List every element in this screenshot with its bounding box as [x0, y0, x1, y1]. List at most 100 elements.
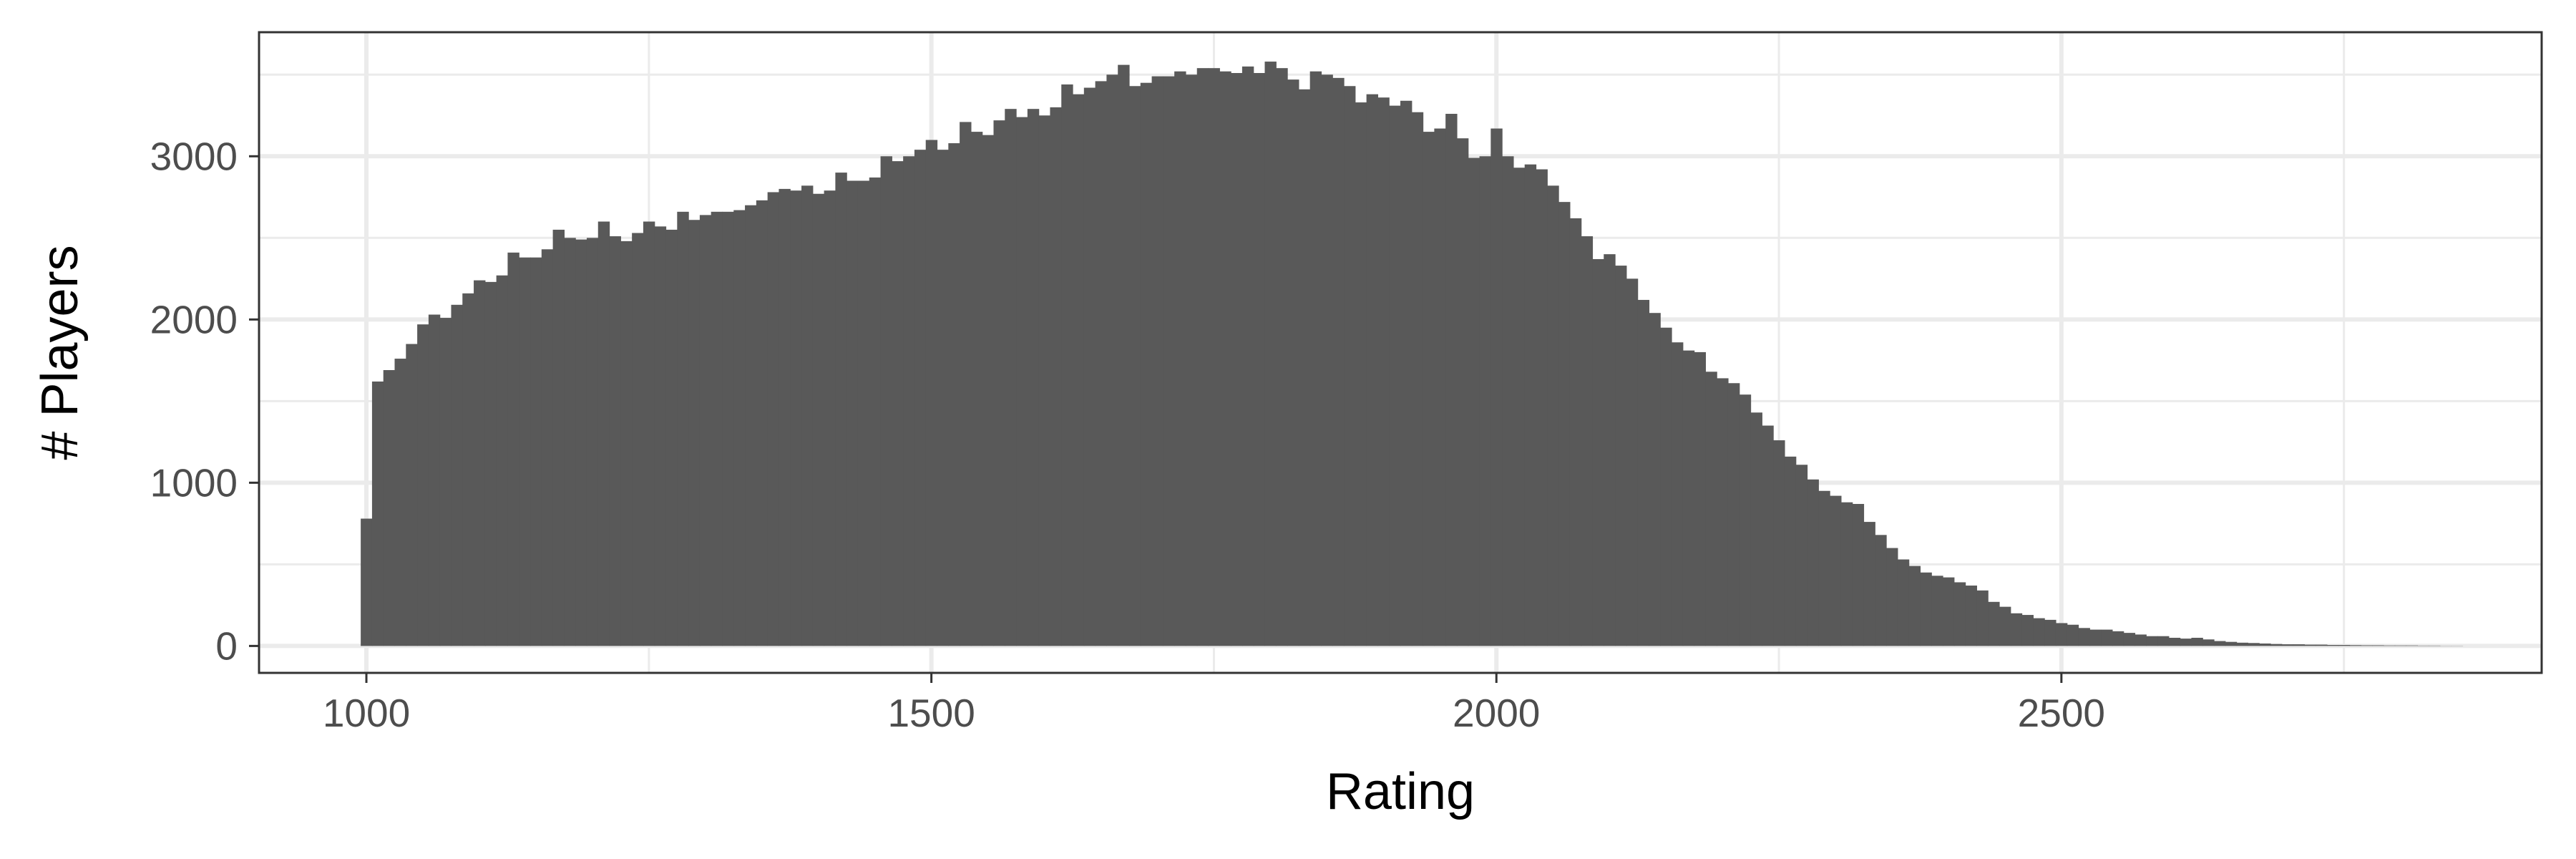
histogram-bar: [2135, 634, 2147, 646]
histogram-bar: [1050, 107, 1062, 646]
histogram-bar: [2316, 644, 2328, 646]
histogram-bar: [914, 150, 927, 646]
histogram-bar: [1558, 202, 1571, 646]
histogram-bar: [1886, 548, 1898, 646]
histogram-bar: [903, 156, 915, 646]
histogram-bar: [1739, 394, 1752, 646]
histogram-bar: [1807, 479, 1819, 646]
histogram-bar: [982, 135, 995, 646]
histogram-bar: [1287, 79, 1299, 646]
histogram-bar: [722, 211, 734, 646]
histogram-bar: [1908, 566, 1921, 646]
histogram-bar: [1660, 327, 1672, 646]
histogram-bar: [1694, 351, 1706, 646]
histogram-bar: [1151, 76, 1163, 646]
histogram-bars: [361, 62, 2464, 646]
histogram-bar: [371, 381, 384, 646]
histogram-bar: [1423, 132, 1435, 646]
histogram-bar: [1219, 71, 1231, 646]
histogram-bar: [1468, 157, 1480, 646]
histogram-bar: [960, 122, 972, 646]
histogram-bar: [1988, 601, 2000, 646]
histogram-bar: [575, 239, 587, 646]
histogram-bar: [1852, 503, 1865, 646]
histogram-bar: [880, 156, 892, 646]
histogram-bar: [1083, 87, 1096, 646]
histogram-bar: [643, 221, 655, 646]
histogram-bar: [2123, 633, 2136, 646]
histogram-bar: [677, 211, 689, 646]
histogram-bar: [1400, 100, 1413, 646]
histogram-bar: [2157, 636, 2170, 646]
histogram-bar: [620, 241, 633, 646]
histogram-bar: [1309, 71, 1322, 646]
histogram-bar: [1016, 117, 1028, 646]
histogram-bar: [1140, 82, 1153, 646]
histogram-bar: [519, 257, 531, 646]
histogram-bar: [1536, 169, 1548, 646]
histogram-bar: [1965, 586, 1977, 646]
histogram-bar: [993, 120, 1005, 646]
histogram-bar: [2168, 637, 2181, 646]
x-axis-title: Rating: [1326, 763, 1475, 820]
histogram-bar: [2191, 637, 2203, 646]
histogram-bar: [2180, 639, 2192, 646]
histogram-bar: [1276, 68, 1288, 646]
histogram-bar: [2372, 645, 2384, 646]
histogram-bar: [1434, 128, 1446, 646]
histogram-bar: [1875, 535, 1887, 646]
histogram-bar: [2202, 639, 2215, 646]
histogram-bar: [1128, 86, 1141, 646]
histogram-bar: [654, 226, 667, 646]
histogram-bar: [1389, 105, 1401, 646]
histogram-bar: [1773, 440, 1785, 646]
histogram-bar: [564, 238, 576, 646]
histogram-bar: [474, 280, 486, 646]
plot-panel-border: [258, 31, 2543, 674]
histogram-bar: [417, 324, 429, 646]
histogram-bar: [1196, 68, 1209, 646]
histogram-bar: [2361, 645, 2373, 646]
y-tick-label: 3000: [150, 134, 238, 178]
histogram-bar: [2338, 645, 2351, 646]
histogram-bar: [394, 359, 406, 646]
histogram-bar: [1943, 577, 1955, 646]
histogram-bar: [1106, 74, 1118, 646]
histogram-bar: [1750, 412, 1762, 646]
histogram-bar: [1830, 495, 1842, 646]
histogram-bar: [1073, 94, 1085, 646]
x-tick-label: 1500: [887, 691, 975, 735]
histogram-bar: [1784, 456, 1797, 646]
histogram-bar: [756, 200, 769, 646]
y-tick-label: 1000: [150, 460, 238, 505]
histogram-bar: [2055, 623, 2068, 646]
histogram-bar: [439, 318, 452, 646]
histogram-bar: [2010, 613, 2023, 646]
histogram-bar: [496, 275, 509, 646]
histogram-bar: [835, 173, 847, 646]
histogram-bar: [1038, 115, 1051, 646]
histogram-bar: [1897, 559, 1910, 646]
histogram-bar: [1456, 138, 1469, 646]
y-tick-label: 2000: [150, 297, 238, 341]
y-tick-label: 0: [215, 623, 238, 668]
histogram-bar: [1524, 164, 1537, 646]
histogram-bar: [1672, 342, 1684, 646]
x-axis: 1000 1500 2000 2500: [323, 673, 2105, 735]
histogram-bar: [1953, 582, 1966, 646]
histogram-bar: [745, 205, 757, 646]
histogram-bar: [1863, 522, 1875, 646]
histogram-bar: [383, 370, 396, 646]
histogram-bar: [1377, 97, 1390, 646]
histogram-bar: [1118, 64, 1130, 646]
histogram-bar: [2214, 641, 2226, 646]
histogram-bar: [1795, 465, 1808, 646]
histogram-bar: [2033, 618, 2045, 646]
x-tick-label: 2500: [2018, 691, 2105, 735]
histogram-bar: [552, 229, 565, 646]
histogram-bar: [1253, 73, 1266, 646]
histogram-bar: [1411, 112, 1424, 646]
histogram-bar: [1682, 350, 1695, 646]
histogram-bar: [1818, 490, 1830, 646]
